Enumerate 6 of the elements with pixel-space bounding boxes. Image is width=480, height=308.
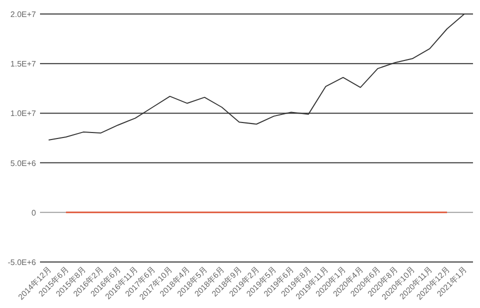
y-tick-label: 5.0E+6	[10, 158, 37, 168]
y-tick-label: 0	[32, 208, 37, 218]
y-tick-label: -5.0E+6	[8, 258, 37, 267]
y-tick-label: 2.0E+7	[10, 10, 37, 19]
y-tick-label: 1.0E+7	[10, 109, 37, 118]
y-tick-label: 1.5E+7	[10, 60, 37, 69]
